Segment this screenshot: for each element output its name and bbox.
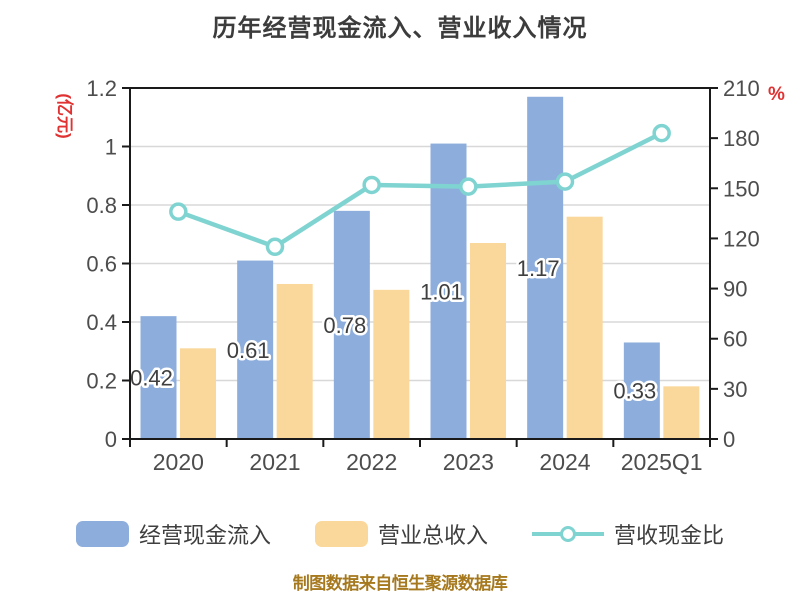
line-marker xyxy=(652,123,671,143)
cash-inflow-swatch-icon xyxy=(75,521,129,547)
right-axis-unit-label: % xyxy=(768,84,785,105)
left-axis-tick-label: 1 xyxy=(105,135,117,160)
right-axis-tick-label: 60 xyxy=(723,327,747,352)
right-axis-tick-label: 150 xyxy=(723,176,760,201)
legend-label-cash-inflow: 经营现金流入 xyxy=(138,523,271,548)
revenue-bar xyxy=(566,216,603,439)
bar-value-label: 1.17 xyxy=(517,256,560,281)
cash-inflow-bar xyxy=(333,210,370,439)
legend-item-ratio[interactable]: 营收现金比 xyxy=(532,518,724,550)
right-axis-tick-label: 30 xyxy=(723,377,747,402)
x-axis-category-label: 2025Q1 xyxy=(621,449,703,475)
bar-value-label: 1.01 xyxy=(420,279,463,304)
ratio-line-swatch-icon xyxy=(532,521,604,547)
x-axis-category-label: 2024 xyxy=(539,449,590,475)
left-axis-tick-label: 0.6 xyxy=(86,252,117,277)
bar-value-label: 0.78 xyxy=(323,313,366,338)
legend-item-cash-inflow[interactable]: 经营现金流入 xyxy=(75,518,271,550)
legend-item-revenue[interactable]: 营业总收入 xyxy=(314,518,488,550)
chart-title: 历年经营现金流入、营业收入情况 xyxy=(212,15,588,42)
revenue-bar xyxy=(663,386,700,439)
chart-legend: 经营现金流入 营业总收入 营收现金比 xyxy=(0,514,800,554)
revenue-swatch-icon xyxy=(314,521,368,547)
cash-inflow-bar xyxy=(430,143,467,439)
legend-label-ratio: 营收现金比 xyxy=(614,523,725,548)
x-axis-category-label: 2021 xyxy=(249,449,300,475)
x-axis-category-label: 2020 xyxy=(153,449,204,475)
right-axis-tick-label: 120 xyxy=(723,226,760,251)
line-marker xyxy=(169,202,188,221)
right-axis-tick-label: 180 xyxy=(723,126,760,151)
line-marker xyxy=(459,177,478,196)
data-source-note: 制图数据来自恒生聚源数据库 xyxy=(292,574,508,593)
bar-value-label: 0.42 xyxy=(130,366,173,391)
right-axis-tick-label: 0 xyxy=(723,427,735,452)
revenue-bar xyxy=(373,289,410,439)
line-marker xyxy=(362,175,381,195)
x-axis-category-label: 2022 xyxy=(346,449,397,475)
ratio-line xyxy=(176,130,664,250)
x-axis-category-label: 2023 xyxy=(443,449,494,475)
revenue-bar xyxy=(180,348,216,439)
revenue-bar xyxy=(470,243,506,439)
line-marker xyxy=(265,237,285,257)
cash-inflow-bar xyxy=(140,316,177,439)
left-axis-tick-label: 0 xyxy=(105,427,117,452)
cash-inflow-bar xyxy=(237,260,274,439)
revenue-bar xyxy=(276,283,313,439)
bar-value-label: 0.33 xyxy=(613,379,656,404)
cash-inflow-bar xyxy=(623,342,660,439)
left-axis-tick-label: 0.2 xyxy=(86,369,117,394)
left-axis-tick-label: 0.4 xyxy=(86,310,117,335)
legend-label-revenue: 营业总收入 xyxy=(377,523,488,548)
left-axis-tick-label: 1.2 xyxy=(86,76,117,101)
right-axis-tick-label: 90 xyxy=(723,277,747,302)
cash-inflow-bar xyxy=(527,96,564,440)
left-axis-tick-label: 0.8 xyxy=(86,193,117,218)
line-marker xyxy=(555,172,575,191)
bar-value-label: 0.61 xyxy=(227,338,270,363)
right-axis-tick-label: 210 xyxy=(723,76,760,101)
